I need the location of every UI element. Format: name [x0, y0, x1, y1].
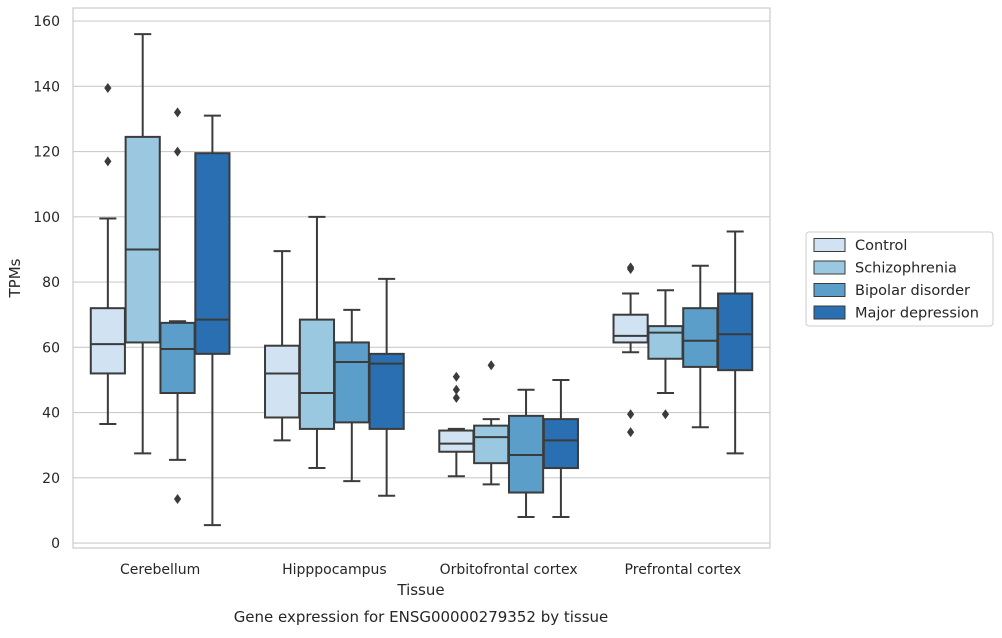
- outlier-point: [104, 82, 112, 93]
- outlier-point: [173, 146, 182, 157]
- outlier-point: [452, 392, 460, 403]
- y-tick-label: 160: [33, 14, 60, 30]
- outlier-point: [627, 427, 635, 438]
- box-control: [438, 371, 475, 478]
- x-axis-ticks: Cerebellum Hipppocampus Orbitofrontal cort…: [120, 562, 741, 578]
- plot-area-frame: [72, 7, 771, 549]
- box-major-depression: [194, 114, 231, 527]
- box-body: [159, 321, 196, 395]
- box-control: [264, 250, 301, 442]
- outlier-point: [627, 409, 635, 420]
- legend-swatch: [813, 283, 846, 297]
- outlier-point: [661, 409, 670, 420]
- box-body: [368, 352, 405, 430]
- box-body: [473, 424, 510, 465]
- x-tick-label: Hipppocampus: [282, 562, 387, 578]
- legend-swatch: [813, 238, 846, 252]
- box-bipolar-disorder: [333, 308, 370, 483]
- y-tick-label: 120: [33, 145, 60, 161]
- box-body: [264, 344, 301, 419]
- box-body: [438, 429, 475, 453]
- x-tick-label: Orbitofrontal cortex: [440, 562, 578, 578]
- y-tick-label: 80: [42, 275, 60, 291]
- box-body: [717, 292, 754, 372]
- box-body: [682, 307, 719, 368]
- boxes: [89, 33, 754, 527]
- y-tick-label: 20: [42, 471, 60, 487]
- box-major-depression: [542, 378, 579, 519]
- y-tick-label: 40: [42, 406, 60, 422]
- box-control: [89, 82, 126, 426]
- gridlines: [73, 20, 770, 544]
- legend-swatch: [813, 260, 846, 275]
- box-body: [298, 318, 336, 430]
- x-tick-label: Prefrontal cortex: [625, 562, 742, 578]
- legend-label: Control: [855, 238, 907, 254]
- box-body: [124, 135, 161, 344]
- box-bipolar-disorder: [682, 264, 719, 429]
- y-tick-label: 60: [42, 340, 60, 356]
- box-body: [89, 307, 126, 375]
- y-axis-label: TPMs: [6, 258, 24, 298]
- box-body: [647, 325, 684, 360]
- legend-frame: [805, 231, 994, 327]
- y-axis-ticks: 0 20 40 60 80 100 120 140 160: [33, 14, 60, 552]
- box-schizophrenia: [473, 360, 510, 486]
- box-bipolar-disorder: [507, 388, 545, 519]
- box-schizophrenia: [124, 33, 161, 455]
- outlier-point: [487, 360, 495, 371]
- outlier-point: [173, 494, 182, 505]
- legend-swatch: [813, 305, 846, 320]
- box-schizophrenia: [298, 215, 336, 470]
- legend-label: Major depression: [855, 306, 979, 322]
- outlier-point: [173, 107, 182, 118]
- box-schizophrenia: [647, 289, 684, 420]
- outlier-point: [452, 384, 460, 395]
- x-tick-label: Cerebellum: [120, 562, 200, 578]
- y-tick-label: 100: [33, 210, 60, 226]
- chart-caption: Gene expression for ENSG00000279352 by t…: [234, 608, 609, 626]
- x-axis-label: Tissue: [396, 581, 444, 599]
- outlier-point: [104, 156, 112, 167]
- y-tick-label: 0: [51, 536, 60, 552]
- outlier-point: [627, 262, 635, 273]
- box-major-depression: [368, 277, 405, 497]
- legend-label: Schizophrenia: [855, 261, 957, 277]
- box-body: [542, 418, 579, 470]
- box-bipolar-disorder: [159, 107, 196, 505]
- legend-label: Bipolar disorder: [855, 283, 970, 299]
- legend: Control Schizophrenia Bipolar disorder Majo…: [805, 231, 994, 327]
- box-body: [612, 313, 649, 344]
- box-body: [333, 341, 370, 424]
- y-tick-label: 140: [33, 79, 60, 95]
- box-body: [194, 152, 231, 355]
- box-major-depression: [717, 230, 754, 455]
- box-control: [612, 262, 649, 438]
- outlier-point: [452, 371, 460, 382]
